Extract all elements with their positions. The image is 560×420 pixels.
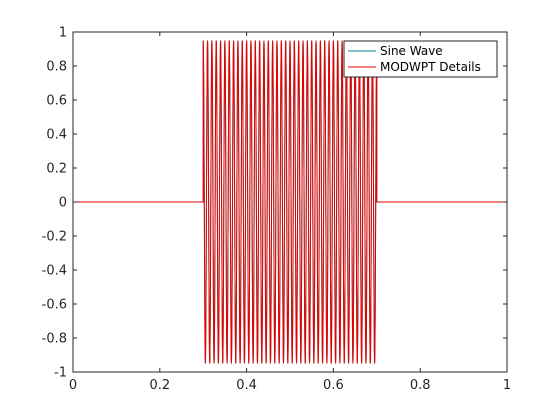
y-tick-label: 0.6 [46,94,67,109]
y-tick-label: 1 [59,26,67,41]
y-tick-label: -0.2 [42,230,67,245]
y-tick-label: -0.4 [42,264,67,279]
y-tick-label: 0.8 [46,60,67,75]
legend-box [343,40,498,78]
x-tick-label: 0.4 [236,378,257,393]
legend-label-1: Sine Wave [380,44,443,58]
y-tick-label: -0.6 [42,298,67,313]
y-tick-label: 0.4 [46,128,67,143]
legend-label-2: MODWPT Details [380,60,481,74]
x-tick-label: 0 [69,378,77,393]
x-tick-label: 0.6 [323,378,344,393]
y-tick-label: 0.2 [46,162,67,177]
x-tick-label: 0.8 [410,378,431,393]
y-tick-label: -0.8 [42,332,67,347]
y-tick-label: 0 [59,196,67,211]
legend: Sine Wave MODWPT Details [343,40,498,78]
x-tick-label: 0.2 [149,378,170,393]
x-tick-label: 1 [503,378,511,393]
axes: 0 0.2 0.4 0.6 0.8 1 -1 -0.8 -0.6 -0.4 -0.2 0 0.2 0.4 0… [42,26,512,394]
y-tick-label: -1 [54,366,67,381]
series-line-2 [73,40,507,364]
series-layer [73,40,507,364]
